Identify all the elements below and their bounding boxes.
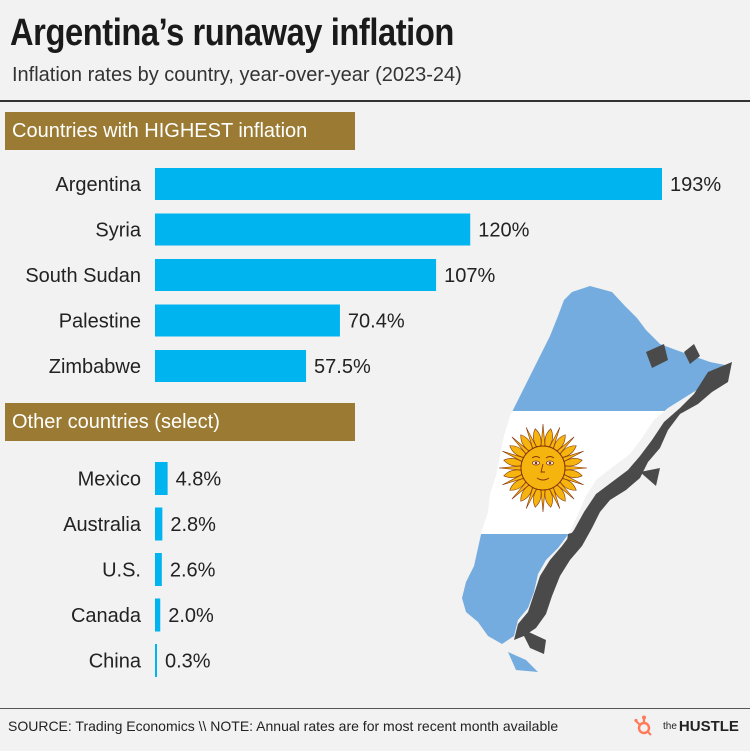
bar-australia <box>155 507 163 541</box>
value-label-zimbabwe: 57.5% <box>314 356 371 378</box>
bar-u-s <box>155 553 162 586</box>
page-subtitle: Inflation rates by country, year-over-ye… <box>12 64 462 86</box>
bar-china <box>155 644 157 677</box>
bar-canada <box>155 598 161 632</box>
category-label-zimbabwe: Zimbabwe <box>49 356 141 378</box>
section-header-other: Other countries (select) <box>5 403 355 441</box>
value-label-china: 0.3% <box>165 651 211 673</box>
source-note: SOURCE: Trading Economics \\ NOTE: Annua… <box>8 718 559 734</box>
value-label-canada: 2.0% <box>168 605 214 627</box>
category-label-u-s: U.S. <box>102 560 141 582</box>
category-label-syria: Syria <box>95 220 141 242</box>
bar-zimbabwe <box>155 350 307 382</box>
brand-the: the <box>663 720 677 732</box>
value-label-south-sudan: 107% <box>444 265 495 287</box>
bar-argentina <box>155 168 662 200</box>
bar-palestine <box>155 304 340 337</box>
value-label-palestine: 70.4% <box>348 311 405 333</box>
brand-name: HUSTLE <box>678 717 739 735</box>
value-label-mexico: 4.8% <box>176 469 222 491</box>
bar-south-sudan <box>155 259 437 291</box>
footer-divider <box>0 708 750 709</box>
value-label-u-s: 2.6% <box>170 560 216 582</box>
bar-syria <box>155 213 471 246</box>
category-label-mexico: Mexico <box>78 469 141 491</box>
category-label-south-sudan: South Sudan <box>25 265 141 287</box>
category-label-canada: Canada <box>71 605 142 627</box>
header-divider <box>0 100 750 102</box>
brand-logo: the HUSTLE <box>633 714 739 738</box>
category-label-china: China <box>89 651 142 673</box>
value-label-australia: 2.8% <box>170 514 216 536</box>
bar-mexico <box>155 462 168 495</box>
category-label-argentina: Argentina <box>55 174 141 196</box>
hubspot-sprocket-icon <box>634 715 652 736</box>
page-title: Argentina’s runaway inflation <box>10 12 454 54</box>
category-label-palestine: Palestine <box>59 311 141 333</box>
value-label-argentina: 193% <box>670 174 721 196</box>
value-label-syria: 120% <box>478 220 529 242</box>
category-label-australia: Australia <box>63 514 142 536</box>
section-header-highest: Countries with HIGHEST inflation <box>5 112 355 150</box>
